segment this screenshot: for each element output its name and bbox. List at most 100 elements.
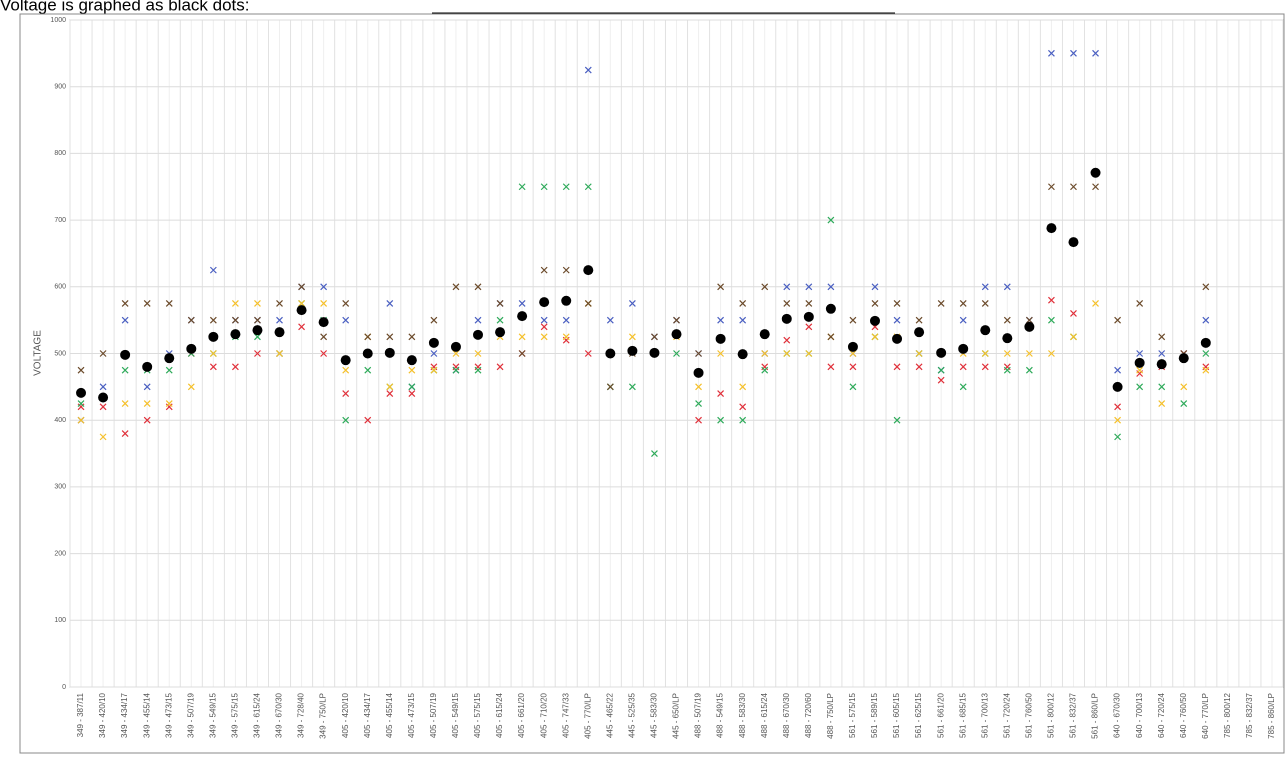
y-tick-label: 800 (54, 150, 66, 157)
x-marker (893, 316, 901, 324)
x-marker (783, 283, 791, 291)
x-marker (121, 366, 129, 374)
x-marker (805, 300, 813, 307)
x-tick-label: 561 - 575/15 (848, 692, 857, 737)
x-marker (717, 416, 725, 424)
x-marker (518, 183, 526, 191)
x-marker (1003, 316, 1011, 324)
average-dot (693, 367, 704, 378)
x-marker (1025, 350, 1033, 357)
x-tick-label: 785 - 832/37 (1245, 692, 1254, 737)
x-marker (474, 316, 482, 324)
x-tick-label: 488 - 615/24 (760, 692, 769, 737)
x-tick-label: 405 - 434/17 (363, 692, 372, 737)
x-marker (606, 316, 614, 324)
average-dot (274, 327, 285, 338)
x-tick-label: 445 - 525/35 (628, 692, 637, 737)
x-marker (783, 350, 791, 357)
average-dot (671, 329, 682, 340)
x-tick-label: 488 - 549/15 (716, 692, 725, 737)
x-marker (143, 416, 151, 424)
x-marker (276, 316, 283, 324)
average-dot (362, 348, 373, 359)
x-marker (584, 183, 592, 191)
x-marker (364, 333, 372, 341)
x-marker (849, 350, 857, 357)
x-marker (584, 350, 592, 357)
x-marker (99, 350, 107, 357)
x-marker (518, 350, 526, 357)
average-dot (318, 317, 329, 328)
x-tick-label: 349 - 575/15 (231, 692, 240, 737)
x-marker (99, 433, 107, 441)
y-axis-label: VOLTAGE (33, 330, 44, 376)
x-marker (99, 403, 107, 411)
x-marker (695, 383, 702, 391)
average-dot (142, 361, 153, 372)
x-marker (562, 183, 570, 191)
x-marker (209, 316, 217, 324)
average-dot (1024, 321, 1035, 332)
x-marker (937, 300, 945, 307)
x-marker (1092, 183, 1099, 191)
x-marker (827, 363, 835, 371)
x-tick-label: 405 - 455/14 (385, 692, 394, 737)
x-marker (871, 333, 879, 341)
x-marker (1202, 283, 1210, 291)
x-marker (981, 350, 989, 357)
x-marker (1092, 49, 1099, 57)
y-tick-label: 100 (54, 617, 66, 624)
x-marker (1070, 333, 1077, 341)
x-marker (1202, 350, 1210, 357)
x-marker (937, 376, 945, 384)
average-dot (1178, 353, 1189, 364)
x-tick-label: 405 - 473/15 (407, 692, 416, 737)
x-tick-label: 561 - 832/37 (1069, 692, 1078, 737)
x-marker (276, 350, 283, 357)
x-marker (849, 316, 857, 324)
x-marker (1070, 310, 1077, 317)
x-marker (1048, 350, 1055, 357)
x-marker (959, 316, 967, 324)
x-marker (717, 390, 725, 397)
x-tick-label: 349 - 420/10 (98, 692, 107, 737)
average-dot (208, 331, 219, 342)
x-tick-label: 488 - 507/19 (694, 692, 703, 737)
x-marker (937, 366, 945, 374)
average-dot (759, 329, 770, 340)
x-marker (143, 400, 151, 407)
x-marker (651, 450, 658, 457)
x-marker (783, 336, 791, 344)
x-tick-label: 488 - 720/60 (804, 692, 813, 737)
x-tick-label: 561 - 860/LP (1091, 693, 1100, 739)
x-marker (209, 363, 217, 371)
average-dot (583, 265, 594, 276)
average-dot (737, 349, 748, 360)
average-dot (1134, 357, 1145, 368)
x-marker (606, 383, 614, 391)
x-marker (364, 366, 372, 374)
average-dot (1068, 237, 1079, 248)
x-marker (209, 266, 217, 274)
x-marker (77, 416, 85, 424)
x-marker (893, 416, 901, 424)
x-marker (342, 316, 350, 324)
x-marker (562, 333, 570, 341)
x-marker (805, 283, 813, 291)
x-marker (1070, 49, 1077, 57)
x-marker (761, 350, 769, 357)
x-tick-label: 349 - 549/15 (208, 692, 217, 737)
x-tick-label: 349 - 750/LP (319, 693, 328, 739)
x-marker (386, 383, 394, 391)
x-marker (1202, 366, 1210, 374)
average-dot (98, 392, 109, 403)
x-tick-label: 405 - 420/10 (341, 692, 350, 737)
x-marker (165, 366, 173, 374)
x-marker (452, 366, 460, 374)
x-tick-label: 561 - 625/15 (914, 692, 923, 737)
x-marker (628, 383, 636, 391)
x-marker (540, 316, 548, 324)
x-marker (981, 363, 989, 371)
x-tick-label: 561 - 800/12 (1047, 692, 1056, 737)
x-tick-label: 349 - 455/14 (142, 692, 151, 737)
